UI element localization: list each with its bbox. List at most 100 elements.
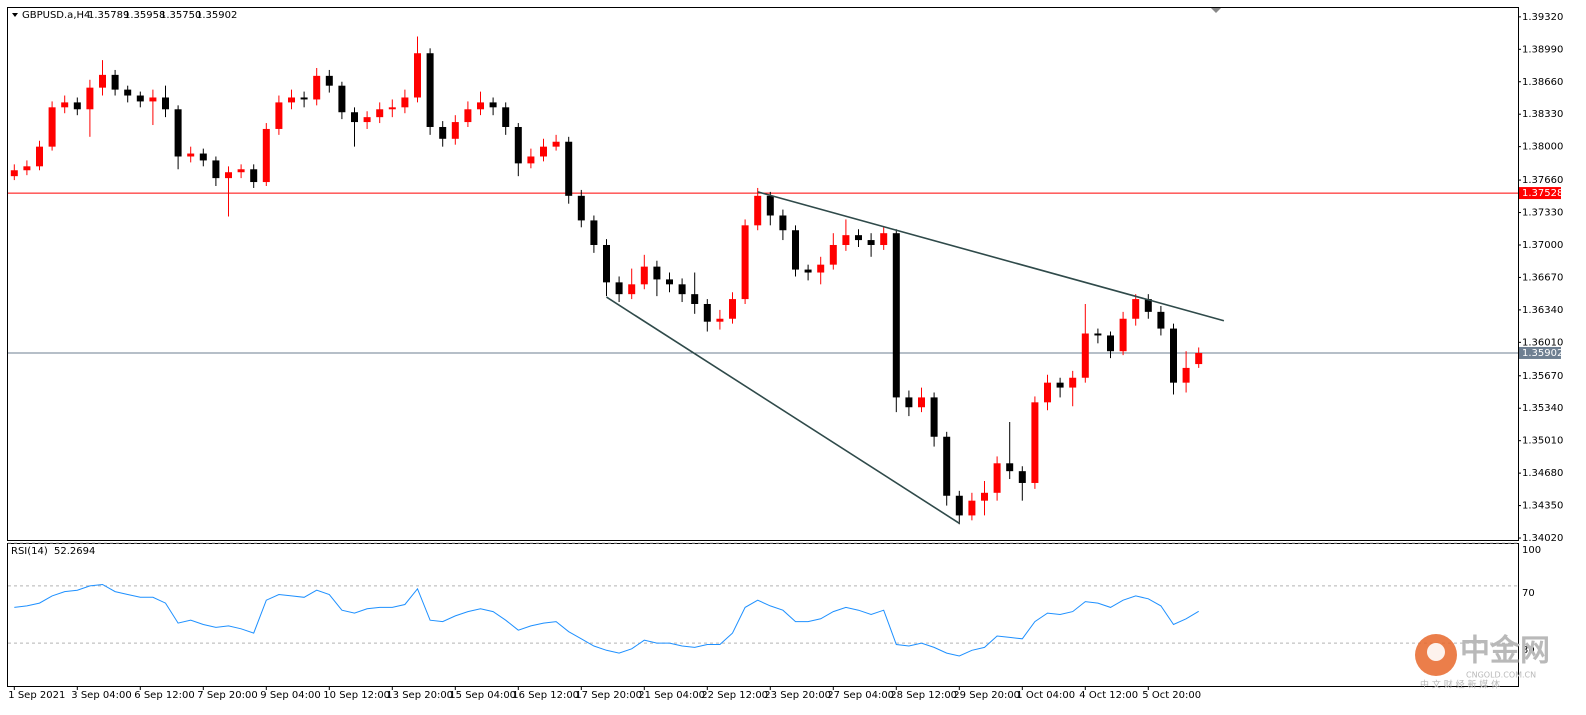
candle-body — [489, 102, 497, 108]
candle-body — [905, 397, 913, 408]
x-tick-label: 5 Oct 20:00 — [1142, 690, 1201, 701]
candle-body — [1195, 352, 1203, 365]
y-tick-label: 1.35340 — [1522, 403, 1563, 414]
y-tick-label: 1.34680 — [1522, 468, 1563, 479]
marks: 1.39320 1.38990 1.38660 1.38330 1.38000 1.376… — [8, 12, 1563, 701]
shift-marker — [1211, 8, 1221, 13]
trend-line — [757, 191, 1225, 322]
candle-body — [817, 264, 825, 273]
x-tick-label: 10 Sep 12:00 — [323, 690, 390, 701]
ohlc-open: 1.35789 — [88, 10, 129, 21]
candle-body — [426, 53, 434, 127]
candle-body — [993, 463, 1001, 493]
y-tick-label: 1.38990 — [1522, 44, 1563, 55]
candle-body — [225, 172, 232, 179]
y-tick-label: 30 — [1522, 645, 1535, 656]
x-tick-label: 1 Oct 04:00 — [1016, 690, 1075, 701]
candle-body — [955, 495, 963, 516]
candle-body — [1119, 318, 1127, 352]
candle-body — [741, 225, 749, 300]
ohlc-low: 1.35750 — [160, 10, 201, 21]
y-tick-label: 1.35670 — [1522, 371, 1563, 382]
candle-body — [439, 126, 447, 139]
candle-body — [552, 141, 560, 147]
x-tick-label: 29 Sep 20:00 — [953, 690, 1020, 701]
candle-body — [36, 146, 43, 167]
candle-body — [325, 75, 333, 86]
candle-body — [300, 97, 308, 100]
candle-body — [930, 397, 938, 437]
y-tick-label: 1.37330 — [1522, 208, 1563, 219]
x-tick-label: 22 Sep 12:00 — [701, 690, 768, 701]
candle-body — [691, 294, 699, 304]
candle-body — [262, 128, 270, 183]
candle-body — [313, 75, 321, 100]
candle-body — [779, 215, 787, 231]
y-tick-label: 1.34020 — [1522, 533, 1563, 544]
candle-body — [729, 299, 736, 319]
candle-body — [792, 230, 799, 270]
candle-body — [363, 117, 371, 123]
candle-body — [1006, 463, 1014, 472]
menu-arrow[interactable] — [12, 13, 18, 17]
candle-body — [376, 109, 384, 118]
candle-body — [766, 195, 774, 216]
y-tick-label: 1.35010 — [1522, 436, 1563, 447]
watermark-site: CNGOLD.COM.CN — [1466, 671, 1536, 680]
candle-body — [502, 107, 510, 127]
x-tick-label: 1 Sep 2021 — [8, 690, 65, 701]
candle-body — [464, 109, 472, 123]
candle-body — [540, 146, 547, 157]
candle-body — [275, 102, 283, 129]
x-tick-label: 28 Sep 12:00 — [890, 690, 957, 701]
watermark: 中金网 CNGOLD.COM.CN 中 文 财 经 新 媒 体 — [1415, 634, 1550, 691]
candle-body — [867, 240, 875, 245]
candle-body — [666, 279, 673, 285]
candle-body — [187, 153, 195, 157]
candle-body — [111, 74, 119, 90]
candle-body — [1018, 471, 1026, 483]
candle-body — [1132, 299, 1140, 319]
candle-body — [61, 102, 69, 108]
candle-body — [338, 85, 346, 113]
candle-body — [1144, 299, 1152, 312]
x-tick-label: 23 Sep 20:00 — [764, 690, 831, 701]
candle-body — [918, 397, 925, 408]
price-tag — [1519, 187, 1561, 200]
watermark-tagline: 中 文 财 经 新 媒 体 — [1420, 679, 1500, 691]
candle-body — [590, 220, 598, 245]
watermark-logo-icon — [1427, 643, 1445, 661]
ohlc-close: 1.35902 — [196, 10, 237, 21]
candle-body — [678, 284, 686, 295]
candle-body — [615, 282, 623, 295]
x-tick-label: 13 Sep 20:00 — [386, 690, 453, 701]
candle-body — [1170, 328, 1177, 383]
candle-body — [86, 87, 94, 110]
candle-body — [565, 141, 573, 196]
x-tick-label: 7 Sep 20:00 — [197, 690, 257, 701]
price-tag — [1519, 346, 1561, 359]
symbol-title: GBPUSD.a,H4 — [22, 10, 90, 21]
y-tick-label: 100 — [1522, 545, 1541, 556]
candle-body — [388, 107, 396, 110]
candle-body — [401, 97, 409, 108]
price-tag-label: 1.37528 — [1522, 188, 1563, 199]
y-tick-label: 1.38330 — [1522, 109, 1563, 120]
candle-body — [880, 233, 888, 245]
y-tick-label: 1.37660 — [1522, 175, 1563, 186]
candle-body — [351, 112, 358, 123]
ohlc-high: 1.35958 — [124, 10, 165, 21]
candle-body — [1031, 402, 1039, 483]
candle-body — [1182, 367, 1190, 383]
y-tick-label: 1.38660 — [1522, 77, 1563, 88]
candle-body — [99, 74, 106, 88]
candle-body — [414, 53, 421, 98]
candle-body — [716, 318, 724, 322]
candle-body — [199, 153, 207, 161]
candle-body — [174, 109, 182, 157]
candle-body — [855, 235, 862, 241]
candle-body — [628, 284, 636, 295]
x-tick-label: 4 Oct 12:00 — [1079, 690, 1138, 701]
candle-body — [250, 169, 258, 183]
